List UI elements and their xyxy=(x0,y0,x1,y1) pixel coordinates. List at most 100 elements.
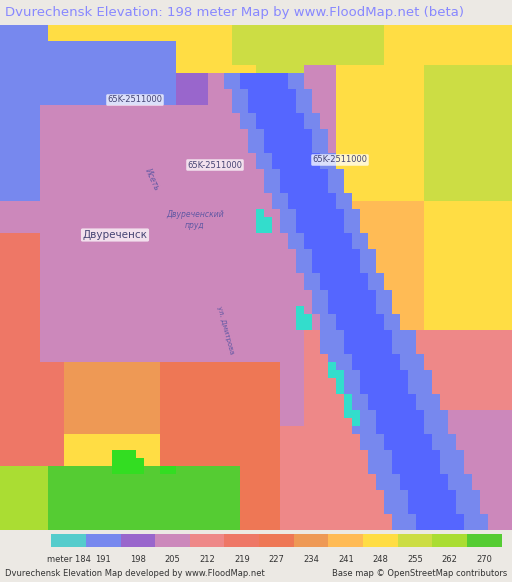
Bar xyxy=(96,274,104,282)
Bar xyxy=(160,233,168,242)
Bar xyxy=(344,242,352,250)
Bar xyxy=(464,250,472,257)
Bar xyxy=(152,338,160,346)
Bar xyxy=(216,418,224,426)
Bar xyxy=(56,265,64,274)
Bar xyxy=(344,161,352,169)
Bar xyxy=(80,105,88,113)
Bar xyxy=(16,386,24,394)
Bar xyxy=(328,466,336,474)
Bar xyxy=(416,257,424,265)
Bar xyxy=(448,146,456,153)
Bar xyxy=(8,129,16,137)
Bar xyxy=(288,394,296,402)
Bar xyxy=(120,185,128,193)
Bar xyxy=(168,514,176,522)
Bar xyxy=(248,426,256,434)
Bar xyxy=(472,490,480,498)
Bar xyxy=(216,65,224,73)
Bar xyxy=(424,185,432,193)
Bar xyxy=(336,370,344,378)
Bar xyxy=(304,426,312,434)
Bar xyxy=(144,146,152,153)
Bar xyxy=(456,73,464,81)
Bar xyxy=(328,450,336,458)
Bar xyxy=(56,410,64,418)
Bar xyxy=(56,178,64,185)
Bar xyxy=(360,57,368,65)
Bar xyxy=(488,322,496,329)
Bar xyxy=(368,514,376,522)
Bar xyxy=(328,506,336,514)
Bar xyxy=(136,450,144,458)
Bar xyxy=(384,434,392,442)
Bar xyxy=(16,121,24,129)
Bar xyxy=(160,314,168,322)
Bar xyxy=(8,354,16,361)
Bar xyxy=(56,250,64,257)
Bar xyxy=(376,193,384,201)
Bar xyxy=(392,81,400,89)
Bar xyxy=(320,378,328,386)
Bar xyxy=(120,137,128,146)
Bar xyxy=(360,378,368,386)
Bar xyxy=(480,137,488,146)
Bar xyxy=(16,161,24,169)
Bar xyxy=(488,394,496,402)
Bar xyxy=(296,370,304,378)
Bar xyxy=(352,146,360,153)
Bar xyxy=(392,137,400,146)
Bar xyxy=(496,97,504,105)
Bar xyxy=(352,218,360,225)
Bar xyxy=(392,233,400,242)
Bar xyxy=(288,146,296,153)
Bar xyxy=(72,233,80,242)
Bar xyxy=(416,185,424,193)
Bar xyxy=(448,33,456,41)
Bar xyxy=(464,466,472,474)
Bar xyxy=(248,522,256,530)
Bar xyxy=(440,129,448,137)
Bar xyxy=(128,97,136,105)
Bar xyxy=(128,137,136,146)
Bar xyxy=(232,314,240,322)
Bar xyxy=(472,129,480,137)
Bar xyxy=(160,242,168,250)
Bar xyxy=(32,250,40,257)
Bar xyxy=(184,522,192,530)
Bar xyxy=(112,113,120,121)
Bar xyxy=(16,225,24,233)
Bar xyxy=(40,73,48,81)
Bar xyxy=(344,218,352,225)
Bar xyxy=(112,378,120,386)
Bar xyxy=(248,193,256,201)
Bar xyxy=(104,41,112,49)
Bar xyxy=(88,193,96,201)
Bar xyxy=(24,201,32,210)
Bar xyxy=(448,402,456,410)
Bar xyxy=(200,146,208,153)
Bar xyxy=(480,57,488,65)
Bar xyxy=(312,178,320,185)
Bar xyxy=(376,314,384,322)
Bar xyxy=(424,306,432,314)
Bar xyxy=(80,466,88,474)
Bar xyxy=(288,201,296,210)
Bar xyxy=(272,161,280,169)
Bar xyxy=(72,514,80,522)
Bar xyxy=(200,514,208,522)
Bar xyxy=(320,250,328,257)
Bar xyxy=(72,146,80,153)
Bar xyxy=(176,434,184,442)
Bar xyxy=(16,498,24,506)
Bar xyxy=(440,346,448,354)
Bar xyxy=(104,73,112,81)
Bar xyxy=(16,57,24,65)
Bar xyxy=(8,121,16,129)
Bar xyxy=(176,442,184,450)
Bar xyxy=(416,322,424,329)
Bar xyxy=(104,210,112,218)
Bar xyxy=(296,218,304,225)
Bar xyxy=(424,65,432,73)
Bar xyxy=(376,97,384,105)
